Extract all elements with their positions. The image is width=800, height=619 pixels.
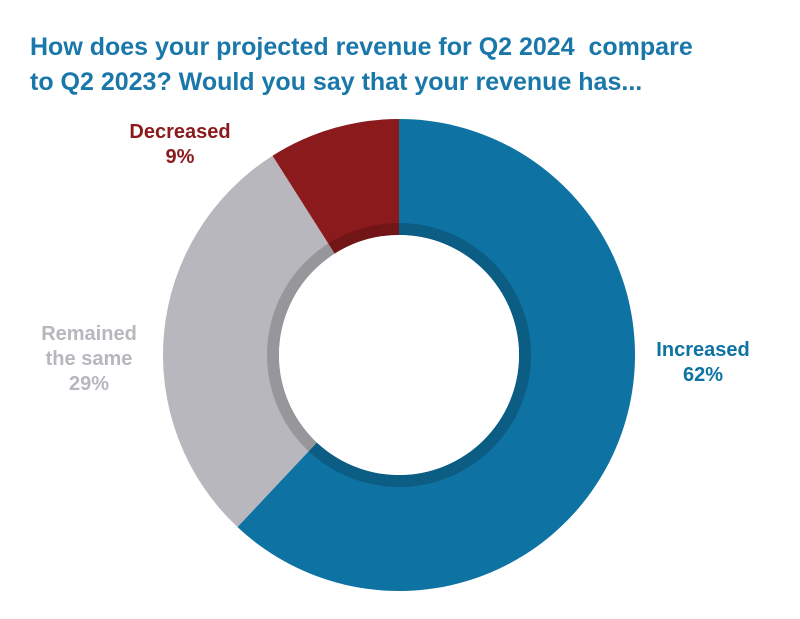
slice-label-decreased: Decreased 9% <box>120 120 240 170</box>
slice-remained-the-same <box>163 155 335 528</box>
slice-value-decreased: 9% <box>165 146 195 168</box>
chart-title: How does your projected revenue for Q2 2… <box>30 30 790 100</box>
slice-value-increased: 62% <box>682 364 724 386</box>
slice-label-increased: Increased 62% <box>648 338 758 388</box>
slice-increased <box>237 119 635 591</box>
slice-name-increased: Increased <box>656 339 750 361</box>
donut-inner-shadow <box>267 223 531 487</box>
slice-name-decreased: Decreased <box>129 121 231 143</box>
slice-name-remained-line-1: Remained <box>41 323 137 345</box>
slice-decreased <box>272 119 399 254</box>
slice-name-remained-line-2: the same <box>45 348 133 370</box>
chart-title-line-1: How does your projected revenue for Q2 2… <box>30 33 693 61</box>
slice-value-remained: 29% <box>68 373 110 395</box>
chart-title-line-2: to Q2 2023? Would you say that your reve… <box>30 68 643 96</box>
donut-hole <box>279 235 519 475</box>
slice-label-remained-the-same: Remained the same 29% <box>14 322 164 397</box>
